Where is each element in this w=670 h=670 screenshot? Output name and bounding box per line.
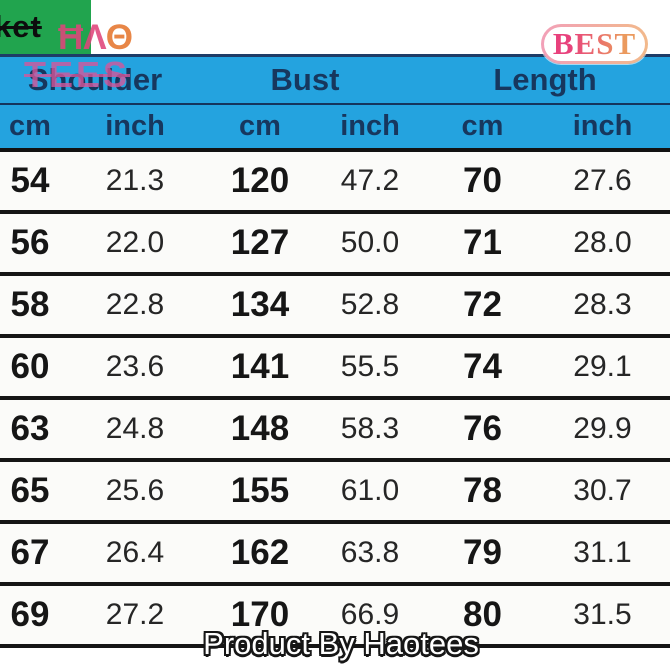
cell-bust-inch: 63.8 [340, 536, 400, 569]
logo-ha-letters: ĦΛ [58, 18, 106, 57]
size-row: 63 24.8 148 58.3 76 29.9 [0, 400, 670, 462]
cell-bust-inch: 50.0 [340, 226, 400, 259]
cell-length-cm: 72 [463, 285, 502, 324]
best-badge: BEST [541, 24, 648, 64]
cell-shoulder-cm: 58 [10, 285, 50, 324]
cell-length-cm: 74 [463, 347, 502, 386]
cell-bust-cm: 148 [230, 409, 290, 448]
unit-header-bust-inch: inch [340, 110, 400, 142]
cell-shoulder-cm: 69 [10, 595, 50, 634]
cell-shoulder-cm: 56 [10, 223, 50, 262]
size-row: 65 25.6 155 61.0 78 30.7 [0, 462, 670, 524]
unit-header-bust-cm: cm [239, 110, 281, 142]
cell-bust-inch: 66.9 [340, 598, 400, 631]
cell-shoulder-inch: 26.4 [105, 536, 165, 569]
size-row: 69 27.2 170 66.9 80 31.5 [0, 586, 670, 648]
cell-shoulder-inch: 21.3 [105, 164, 165, 197]
cell-length-inch: 27.6 [573, 164, 632, 197]
size-row: 54 21.3 120 47.2 70 27.6 [0, 152, 670, 214]
cell-bust-inch: 52.8 [340, 288, 400, 321]
size-row: 67 26.4 162 63.8 79 31.1 [0, 524, 670, 586]
cell-bust-inch: 55.5 [340, 350, 400, 383]
size-chart-table: Shoulder Bust Length cm inch cm inch cm … [0, 54, 670, 648]
unit-header-length-inch: inch [572, 110, 633, 142]
haotees-logo: ĦΛΘ TEES [24, 20, 133, 93]
cell-shoulder-inch: 25.6 [105, 474, 165, 507]
size-row: 60 23.6 141 55.5 74 29.1 [0, 338, 670, 400]
size-row: 58 22.8 134 52.8 72 28.3 [0, 276, 670, 338]
group-header-bust: Bust [270, 62, 340, 97]
cell-shoulder-inch: 22.0 [105, 226, 165, 259]
cell-bust-inch: 58.3 [340, 412, 400, 445]
product-watermark: Product By Haotees [203, 626, 479, 661]
group-header-shoulder: Shoulder [27, 62, 163, 97]
corner-tag: ket [0, 0, 91, 54]
size-row: 56 22.0 127 50.0 71 28.0 [0, 214, 670, 276]
cell-shoulder-cm: 67 [10, 533, 50, 572]
cell-shoulder-cm: 54 [10, 161, 50, 200]
cell-bust-cm: 162 [230, 533, 290, 572]
cell-length-inch: 29.9 [573, 412, 632, 445]
logo-theta-icon: Θ [105, 18, 133, 57]
cell-length-inch: 29.1 [573, 350, 632, 383]
cell-length-cm: 70 [463, 161, 502, 200]
best-badge-label: BEST [552, 26, 637, 61]
logo-tees-wordmark: TEES [24, 54, 131, 95]
cell-length-cm: 78 [463, 471, 502, 510]
cell-length-cm: 80 [463, 595, 502, 634]
unit-header-shoulder-cm: cm [9, 110, 51, 142]
cell-bust-cm: 134 [230, 285, 290, 324]
cell-bust-cm: 141 [230, 347, 290, 386]
table-body: 54 21.3 120 47.2 70 27.6 56 22.0 127 50.0 71 28.0 58… [0, 152, 670, 648]
unit-header-shoulder-inch: inch [105, 110, 165, 142]
cell-length-inch: 28.3 [573, 288, 632, 321]
cell-length-inch: 30.7 [573, 474, 632, 507]
cell-bust-cm: 155 [230, 471, 290, 510]
cell-length-cm: 79 [463, 533, 502, 572]
cell-shoulder-inch: 24.8 [105, 412, 165, 445]
cell-length-inch: 28.0 [573, 226, 632, 259]
cell-shoulder-cm: 60 [10, 347, 50, 386]
cell-bust-inch: 61.0 [340, 474, 400, 507]
corner-tag-text: ket [0, 9, 42, 44]
cell-shoulder-cm: 63 [10, 409, 50, 448]
cell-shoulder-inch: 22.8 [105, 288, 165, 321]
cell-bust-inch: 47.2 [340, 164, 400, 197]
cell-length-inch: 31.1 [573, 536, 632, 569]
cell-shoulder-cm: 65 [10, 471, 50, 510]
cell-bust-cm: 120 [230, 161, 290, 200]
cell-length-cm: 71 [463, 223, 502, 262]
group-header-length: Length [493, 62, 597, 97]
top-bar: ket BEST [0, 0, 670, 64]
best-badge-pill: BEST [544, 26, 645, 61]
cell-bust-cm: 127 [230, 223, 290, 262]
cell-shoulder-inch: 23.6 [105, 350, 165, 383]
unit-header-length-cm: cm [461, 110, 504, 142]
cell-shoulder-inch: 27.2 [105, 598, 165, 631]
cell-length-inch: 31.5 [573, 598, 632, 631]
table-unit-header-row: cm inch cm inch cm inch [0, 105, 670, 152]
cell-bust-cm: 170 [230, 595, 290, 634]
logo-hao-wordmark: ĦΛΘ [58, 20, 133, 55]
cell-length-cm: 76 [463, 409, 502, 448]
